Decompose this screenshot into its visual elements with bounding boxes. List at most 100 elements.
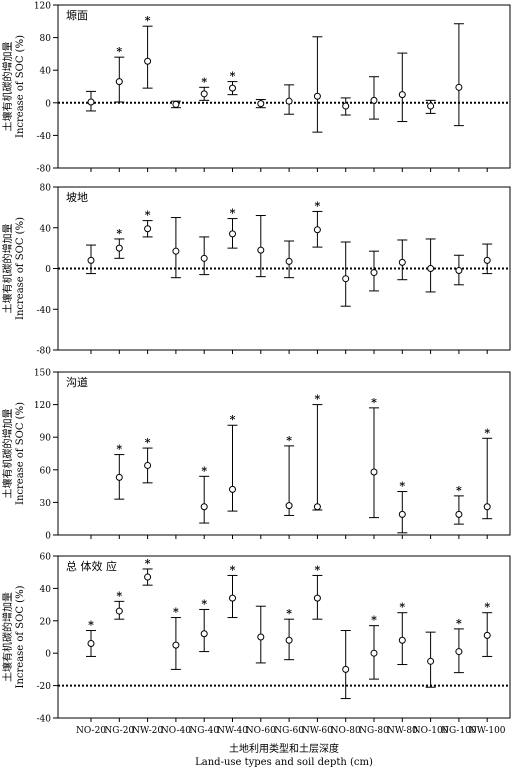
mean-marker bbox=[144, 225, 152, 233]
significance-star: * bbox=[286, 607, 292, 620]
data-point: * bbox=[114, 589, 125, 620]
data-point: * bbox=[227, 563, 238, 619]
mean-marker bbox=[427, 265, 435, 272]
significance-star: * bbox=[315, 199, 321, 212]
y-tick-label: 120 bbox=[34, 2, 51, 12]
data-point bbox=[284, 240, 295, 279]
data-point: * bbox=[369, 396, 379, 519]
x-tick-label: NO-40 bbox=[161, 726, 191, 736]
data-point: * bbox=[114, 227, 125, 259]
data-point: * bbox=[397, 601, 408, 666]
significance-star: * bbox=[484, 601, 490, 614]
significance-star: * bbox=[286, 434, 292, 447]
y-axis-label-en: Increase of SOC (%) bbox=[15, 35, 26, 138]
mean-marker bbox=[455, 83, 463, 91]
significance-star: * bbox=[456, 484, 462, 497]
y-axis-label-cn: 土壤有机碳的增加量 bbox=[1, 42, 14, 132]
data-point: * bbox=[142, 209, 153, 238]
data-point bbox=[255, 605, 266, 664]
panel-label: 塬面 bbox=[66, 9, 88, 22]
data-point: * bbox=[369, 614, 379, 680]
mean-marker bbox=[115, 78, 123, 86]
data-point: * bbox=[86, 619, 96, 657]
data-point bbox=[453, 23, 464, 127]
mean-marker bbox=[313, 92, 321, 100]
mean-marker bbox=[370, 649, 378, 657]
mean-marker bbox=[370, 269, 378, 277]
data-point: * bbox=[453, 617, 464, 674]
data-point bbox=[369, 76, 379, 120]
mean-marker bbox=[115, 244, 123, 252]
y-tick-label: 30 bbox=[40, 499, 52, 509]
mean-marker bbox=[455, 648, 463, 656]
x-tick-label: NW-80 bbox=[387, 726, 418, 736]
y-tick-label: -80 bbox=[37, 165, 52, 175]
data-point: * bbox=[114, 443, 125, 500]
data-point: * bbox=[482, 601, 493, 657]
data-point bbox=[425, 99, 436, 114]
y-tick-label: 60 bbox=[40, 553, 52, 563]
data-point bbox=[340, 630, 351, 700]
mean-marker bbox=[115, 473, 123, 481]
y-tick-label: 40 bbox=[40, 224, 52, 234]
data-point: * bbox=[227, 70, 238, 96]
mean-marker bbox=[342, 665, 350, 673]
mean-marker bbox=[370, 96, 378, 104]
data-point bbox=[86, 244, 96, 275]
data-point: * bbox=[312, 199, 323, 248]
mean-marker bbox=[342, 102, 350, 110]
x-axis-label-cn: 土地利用类型和土层深度 bbox=[229, 742, 339, 755]
x-tick-label: NG-60 bbox=[274, 726, 304, 736]
mean-marker bbox=[313, 594, 321, 602]
x-tick-label: NG-40 bbox=[189, 726, 219, 736]
mean-marker bbox=[257, 100, 265, 108]
data-point: * bbox=[284, 607, 295, 661]
data-point bbox=[284, 84, 295, 115]
mean-marker bbox=[257, 633, 265, 641]
mean-marker bbox=[398, 636, 406, 644]
data-point: * bbox=[142, 557, 153, 586]
mean-marker bbox=[200, 90, 208, 98]
significance-star: * bbox=[116, 45, 122, 58]
data-point bbox=[255, 215, 266, 278]
y-tick-label: -20 bbox=[37, 682, 52, 692]
mean-marker bbox=[398, 258, 406, 266]
mean-marker bbox=[427, 657, 435, 665]
mean-marker bbox=[200, 254, 208, 262]
panel-label: 坡地 bbox=[66, 191, 88, 204]
mean-marker bbox=[172, 641, 180, 649]
mean-marker bbox=[313, 503, 321, 511]
mean-marker bbox=[285, 257, 293, 265]
y-axis-label-cn: 土壤有机碳的增加量 bbox=[1, 224, 14, 314]
mean-marker bbox=[398, 91, 406, 99]
x-tick-label: NO-100 bbox=[413, 726, 449, 736]
data-point bbox=[453, 254, 464, 286]
mean-marker bbox=[200, 630, 208, 638]
data-point: * bbox=[453, 484, 464, 525]
data-point: * bbox=[284, 434, 295, 516]
y-tick-label: -40 bbox=[37, 306, 52, 316]
data-point bbox=[482, 243, 493, 275]
significance-star: * bbox=[371, 396, 377, 409]
significance-star: * bbox=[456, 617, 462, 630]
significance-star: * bbox=[230, 563, 236, 576]
data-point: * bbox=[312, 563, 323, 620]
x-tick-label: NG-100 bbox=[441, 726, 477, 736]
significance-star: * bbox=[173, 606, 179, 619]
data-point bbox=[199, 236, 210, 276]
y-tick-label: 40 bbox=[40, 585, 52, 595]
y-tick-label: 120 bbox=[34, 401, 51, 411]
mean-marker bbox=[483, 256, 491, 264]
mean-marker bbox=[172, 247, 180, 255]
y-axis-label-en: Increase of SOC (%) bbox=[15, 402, 26, 505]
y-axis-label-en: Increase of SOC (%) bbox=[15, 585, 26, 688]
mean-marker bbox=[455, 510, 463, 518]
y-tick-label: 40 bbox=[40, 67, 52, 77]
y-tick-label: 0 bbox=[45, 532, 51, 542]
data-point bbox=[425, 238, 436, 293]
mean-marker bbox=[483, 631, 491, 639]
y-tick-label: 0 bbox=[45, 99, 51, 109]
